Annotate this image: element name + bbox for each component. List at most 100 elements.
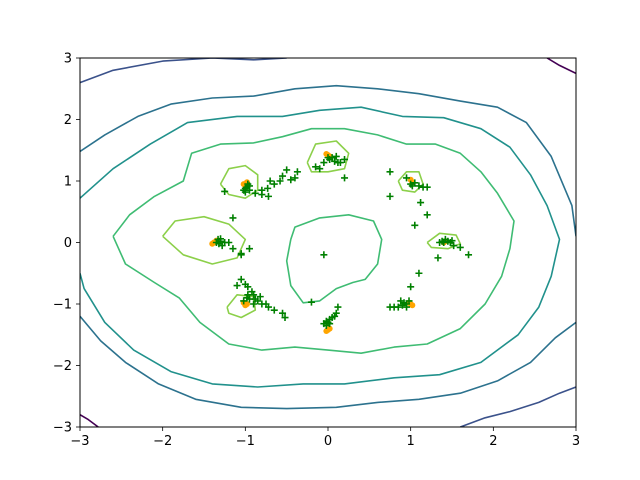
plus-marker-93 (244, 283, 252, 291)
contour-line-3 (80, 414, 99, 427)
plus-marker-28 (287, 176, 295, 184)
plus-marker-44 (258, 191, 266, 199)
x-tick-label-1: −2 (153, 434, 172, 449)
plus-marker-105 (270, 306, 278, 314)
plus-marker-111 (244, 291, 252, 299)
plus-marker-107 (281, 314, 289, 322)
plus-marker-73 (398, 301, 406, 309)
point-marker-18 (323, 328, 330, 335)
plus-marker-33 (320, 159, 328, 167)
plus-marker-22 (264, 184, 272, 192)
plus-marker-4 (215, 240, 223, 248)
contour-line-6 (80, 106, 561, 388)
plus-marker-49 (411, 179, 419, 187)
plus-marker-96 (240, 297, 248, 305)
contour-line-5 (80, 315, 576, 410)
plus-marker-54 (417, 199, 425, 207)
plus-marker-110 (237, 250, 245, 258)
plus-marker-24 (270, 180, 278, 188)
x-tick-label-3: 0 (324, 434, 332, 449)
plus-marker-68 (415, 269, 423, 277)
contour-line-7 (112, 127, 515, 355)
x-tick-label-5: 2 (489, 434, 497, 449)
plus-marker-7 (225, 239, 233, 246)
plus-marker-12 (221, 187, 229, 195)
plus-marker-30 (293, 168, 301, 176)
plus-marker-108 (233, 282, 241, 290)
contour-line-9 (162, 215, 247, 265)
x-tick-label-6: 3 (572, 434, 580, 449)
plus-marker-101 (256, 293, 264, 301)
plus-marker-104 (264, 303, 272, 311)
plus-marker-50 (415, 182, 423, 190)
plus-marker-19 (245, 186, 253, 194)
plus-marker-91 (237, 275, 245, 283)
plus-marker-26 (279, 172, 287, 180)
plus-marker-25 (276, 177, 284, 185)
plus-marker-38 (332, 152, 340, 160)
plus-marker-74 (397, 297, 405, 305)
y-tick-label-0: −3 (53, 421, 72, 436)
plus-marker-52 (423, 183, 431, 191)
scatter-points (209, 150, 473, 335)
contour-line-4 (80, 84, 576, 237)
plus-marker-65 (456, 243, 464, 251)
contour-line-14 (226, 293, 257, 319)
y-tick-label-5: 2 (64, 113, 72, 128)
contour-line-2 (546, 58, 576, 75)
contour-line-1 (460, 386, 576, 427)
plus-marker-40 (336, 159, 344, 167)
plus-marker-100 (254, 297, 262, 305)
plus-marker-55 (423, 211, 431, 219)
plus-marker-45 (386, 168, 394, 176)
y-tick-label-6: 3 (64, 52, 72, 67)
plus-marker-78 (386, 303, 394, 311)
contour-lines (80, 58, 576, 427)
x-tick-label-2: −1 (236, 434, 255, 449)
plus-marker-42 (341, 174, 349, 182)
y-tick-label-4: 1 (64, 175, 72, 190)
plus-marker-109 (250, 300, 258, 308)
y-tick-label-3: 0 (64, 236, 72, 251)
plus-marker-53 (386, 192, 394, 200)
plus-marker-6 (217, 235, 225, 243)
plus-marker-41 (341, 155, 349, 163)
contour-line-11 (306, 140, 350, 173)
plus-marker-36 (328, 154, 336, 162)
plus-marker-8 (229, 245, 237, 253)
plus-marker-32 (316, 165, 324, 173)
x-tick-label-0: −3 (70, 434, 89, 449)
contour-line-13 (426, 232, 462, 250)
plus-marker-80 (307, 298, 315, 306)
plus-marker-46 (403, 174, 411, 182)
plus-marker-29 (291, 174, 299, 182)
plus-marker-17 (244, 180, 252, 188)
point-marker-2 (209, 240, 216, 247)
plus-marker-37 (331, 157, 339, 165)
plus-marker-106 (279, 309, 287, 317)
plus-marker-20 (251, 189, 259, 197)
plus-marker-43 (264, 192, 272, 200)
plus-marker-67 (434, 254, 442, 262)
plus-marker-79 (320, 251, 328, 259)
plus-marker-11 (229, 214, 237, 222)
y-tick-label-2: −1 (53, 298, 72, 313)
plus-marker-69 (407, 283, 415, 291)
plus-marker-23 (266, 177, 274, 185)
plus-marker-18 (241, 188, 249, 196)
plus-marker-9 (245, 245, 253, 253)
contour-line-10 (219, 164, 259, 199)
plus-marker-56 (411, 221, 419, 229)
plus-marker-90 (326, 320, 334, 328)
plus-marker-75 (403, 303, 411, 311)
plus-marker-81 (334, 303, 342, 311)
plus-marker-31 (312, 163, 320, 171)
plus-marker-66 (465, 251, 473, 259)
plus-marker-27 (283, 166, 291, 174)
plus-marker-64 (450, 242, 458, 250)
y-tick-label-1: −2 (53, 359, 72, 374)
x-tick-label-4: 1 (407, 434, 415, 449)
contour-line-8 (285, 214, 383, 304)
